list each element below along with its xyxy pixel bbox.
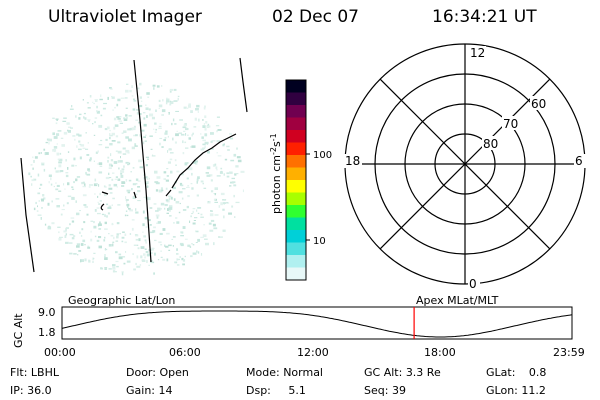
colorbar-swatch [286,242,306,256]
geo-label: Geographic Lat/Lon [68,294,176,307]
coastline [165,189,172,197]
info-door: Door: Open [126,366,189,379]
colorbar-unit-label: photon cm-2s-1 [269,133,283,214]
colorbar-swatch [286,130,306,143]
polar-axis-diagonal [379,78,551,250]
colorbar-swatch [286,255,306,268]
apex-label: Apex MLat/MLT [416,294,499,307]
colorbar-swatches [286,80,306,281]
colorbar-swatch [286,167,306,181]
info-ip: IP: 36.0 [10,384,52,397]
colorbar-swatch [286,180,306,193]
colorbar-swatch [286,267,306,281]
colorbar-tick-label: 10 [313,236,326,247]
coastline [101,191,109,195]
colorbar-tick-label: 100 [313,150,332,161]
y-min-label: 1.8 [38,326,56,339]
colorbar-swatch [286,230,306,243]
colorbar-frame [285,79,307,281]
polar-label-0: 0 [469,277,477,291]
colorbar-swatch [286,205,306,218]
x-tick-1800: 18:00 [424,346,456,359]
polar-label-6: 6 [575,154,583,168]
map-boundary-line [20,157,35,273]
colorbar: 100 10 photon cm-2s-1 [269,79,332,281]
info-mode: Mode: Normal [246,366,323,379]
date-label: 02 Dec 07 [272,7,359,27]
colorbar-swatch [286,217,306,231]
x-tick-2359: 23:59 [553,346,585,359]
colorbar-swatch [286,117,306,131]
colorbar-swatch [286,155,306,168]
colorbar-swatch [286,80,306,93]
auroral-image [20,57,248,276]
info-glat: GLat: 0.8 [486,366,547,379]
polar-label-60: 60 [531,97,546,111]
map-boundary-line [133,59,152,263]
polar-label-12: 12 [470,46,485,60]
timeline-y-title: GC Alt [12,313,25,348]
colorbar-swatch [286,105,306,118]
x-tick-1200: 12:00 [297,346,329,359]
x-tick-0000: 00:00 [44,346,76,359]
auroral-speckles [28,82,245,276]
coastline [171,133,237,189]
coastline [100,203,105,211]
info-dsp: Dsp: 5.1 [246,384,306,397]
polar-label-70: 70 [503,117,518,131]
x-tick-0600: 06:00 [169,346,201,359]
info-gain: Gain: 14 [126,384,173,397]
timeline-frame [61,306,573,340]
info-glon: GLon: 11.2 [486,384,546,397]
colorbar-swatch [286,142,306,156]
coastline [133,191,137,199]
altitude-curve [61,310,573,338]
orbit-timeline: GC Alt [12,306,573,348]
info-gc-alt: GC Alt: 3.3 Re [364,366,441,379]
y-max-label: 9.0 [38,306,56,319]
colorbar-swatch [286,192,306,206]
map-boundary-line [239,57,248,113]
polar-label-18: 18 [345,154,360,168]
info-seq: Seq: 39 [364,384,406,397]
polar-plot: 12 0 18 6 80 70 60 [344,43,586,291]
instrument-title: Ultraviolet Imager [48,7,202,27]
colorbar-swatch [286,92,306,106]
polar-label-80: 80 [483,137,498,151]
info-flt: Flt: LBHL [10,366,59,379]
time-label: 16:34:21 UT [432,7,537,27]
